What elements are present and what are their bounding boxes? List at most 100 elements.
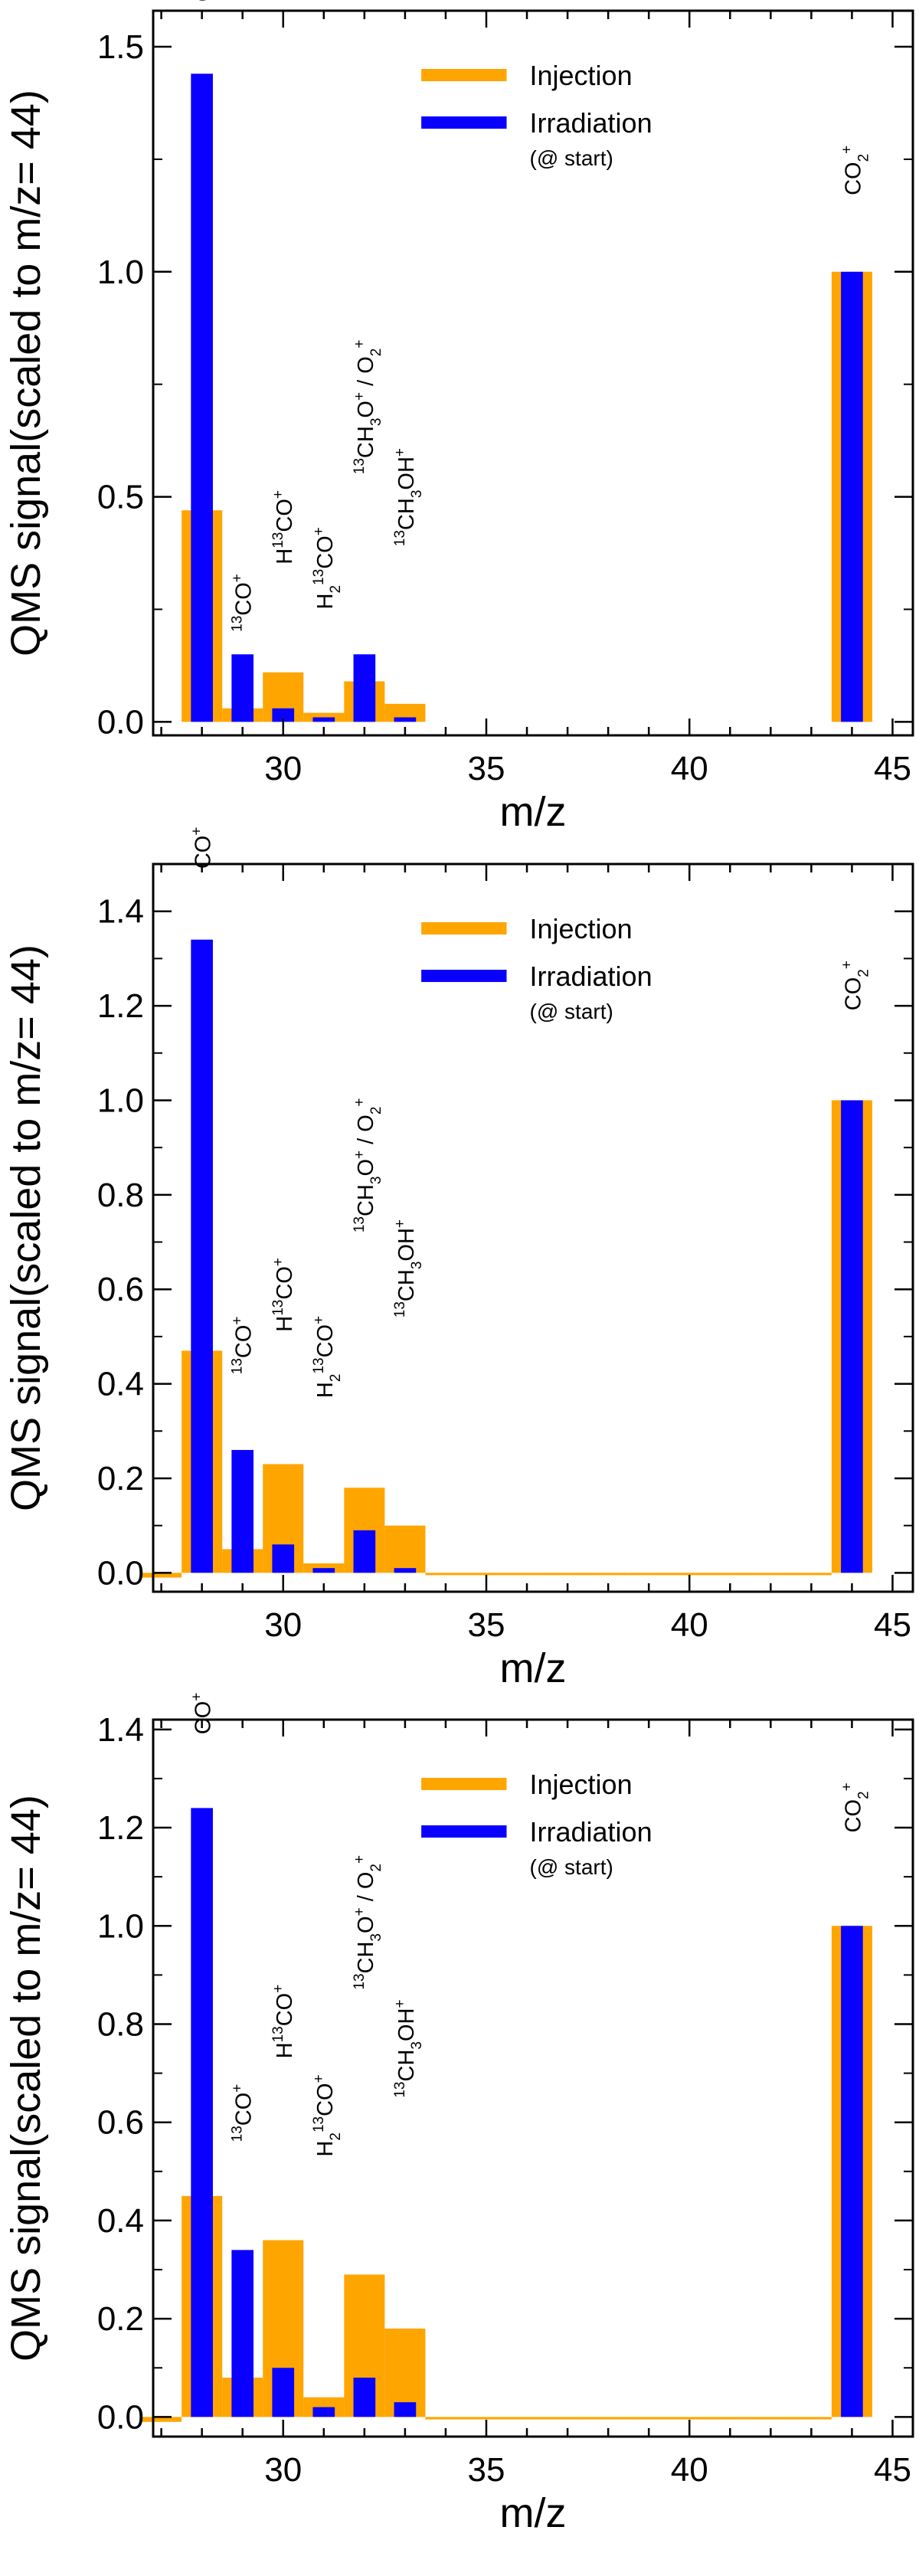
irradiation-bar-mz-32 <box>353 654 376 722</box>
y-axis-title: QMS signal(scaled to m/z= 44) <box>3 90 49 656</box>
species-label-mz-31: H213CO+ <box>311 527 344 609</box>
y-tick-label: 0.8 <box>97 2005 144 2043</box>
legend-irradiation-label: Irradiation <box>530 961 652 992</box>
irradiation-bar-mz-33 <box>394 2402 417 2417</box>
y-tick-label: 1.4 <box>97 1711 144 1749</box>
irradiation-bar-mz-28 <box>191 939 213 1573</box>
injection-bar-mz-39 <box>628 2417 669 2420</box>
x-tick-label: 45 <box>874 750 911 787</box>
axes-frame <box>152 1718 914 2438</box>
axes-frame <box>152 862 914 1593</box>
legend-irradiation-label: Irradiation <box>530 107 652 139</box>
species-label-mz-32: 13CH3O+ / O2+ <box>352 1855 384 1990</box>
injection-bar-mz-43 <box>790 1573 832 1576</box>
injection-bar-mz-40 <box>669 1573 710 1576</box>
y-tick-label: 0.0 <box>97 2398 144 2436</box>
species-label-mz-44: CO2+ <box>839 961 872 1010</box>
axes-frame <box>152 9 914 737</box>
irradiation-bar-mz-44 <box>841 1100 863 1573</box>
legend-note: (@ start) <box>530 1855 613 1879</box>
injection-bar-mz-31 <box>303 712 345 722</box>
irradiation-bar-mz-30 <box>272 1544 295 1573</box>
x-tick-label: 40 <box>671 2451 708 2489</box>
y-tick-label: 0.4 <box>97 1366 144 1403</box>
panel-2: 30 35 40 45 0.0 0.2 0.4 0.6 0.8 1.0 1.2 1.4 m/z QMS s… <box>3 827 914 1691</box>
species-label-mz-33: 13CH3OH+ <box>392 448 425 546</box>
species-label-mz-29: 13CO+ <box>230 1316 257 1374</box>
irradiation-bar-mz-31 <box>312 2407 335 2417</box>
irradiation-bar-mz-44 <box>841 1926 863 2417</box>
injection-bar-mz-41 <box>709 1573 751 1576</box>
x-tick-label: 45 <box>874 2451 911 2489</box>
y-tick-label: 0.8 <box>97 1177 144 1214</box>
y-tick-label: 1.2 <box>97 1809 144 1847</box>
injection-bar-mz-34 <box>425 2417 466 2420</box>
y-tick-label: 1.5 <box>97 28 144 66</box>
injection-bar-mz-36 <box>506 1573 548 1576</box>
injection-bar-mz-27 <box>141 2417 182 2422</box>
y-tick-label: 0.6 <box>97 1271 144 1308</box>
irradiation-bar-mz-33 <box>394 717 417 722</box>
y-tick-label: 0.0 <box>97 703 144 741</box>
irradiation-bar-mz-29 <box>231 2250 254 2417</box>
species-label-mz-28: CO+ <box>189 1693 216 1735</box>
injection-bar-mz-40 <box>669 2417 710 2420</box>
species-label-mz-29: 13CO+ <box>230 2084 257 2142</box>
species-label-mz-30: H13CO+ <box>270 1258 297 1332</box>
injection-bar-mz-37 <box>547 1573 588 1576</box>
y-tick-label: 0.4 <box>97 2202 144 2240</box>
species-label-mz-30: H13CO+ <box>270 490 297 565</box>
legend-note: (@ start) <box>530 146 613 170</box>
x-tick-label: 35 <box>468 1606 505 1644</box>
legend-irradiation-label: Irradiation <box>530 1816 652 1848</box>
y-tick-label: 0.5 <box>97 479 144 516</box>
species-label-mz-33: 13CH3OH+ <box>392 1999 425 2097</box>
irradiation-bar-mz-33 <box>394 1568 417 1573</box>
irradiation-bar-mz-28 <box>191 74 213 722</box>
x-axis-title: m/z <box>500 1645 567 1691</box>
injection-bar-mz-38 <box>587 1573 629 1576</box>
irradiation-bar-mz-29 <box>231 654 254 722</box>
irradiation-bar-mz-31 <box>312 717 335 722</box>
legend-injection-label: Injection <box>530 1769 633 1800</box>
y-tick-label: 1.4 <box>97 893 144 931</box>
irradiation-bar-mz-32 <box>353 1530 376 1573</box>
y-tick-label: 1.0 <box>97 1907 144 1945</box>
x-tick-label: 45 <box>874 1606 911 1644</box>
injection-bar-mz-37 <box>547 2417 588 2420</box>
y-axis-title: QMS signal(scaled to m/z= 44) <box>3 944 49 1511</box>
y-tick-label: 1.0 <box>97 254 144 291</box>
injection-bar-mz-36 <box>506 2417 548 2420</box>
irradiation-bar-mz-44 <box>841 271 863 722</box>
injection-bar-mz-41 <box>709 2417 751 2420</box>
species-label-mz-30: H13CO+ <box>270 1985 297 2059</box>
y-tick-label: 0.2 <box>97 1460 144 1497</box>
panel-1: 30 35 40 45 0.0 0.5 1.0 1.5 m/z QMS signal(scaled… <box>3 0 914 835</box>
injection-bar-mz-43 <box>790 2417 832 2420</box>
y-tick-label: 0.2 <box>97 2300 144 2338</box>
irradiation-bar-mz-28 <box>191 1808 213 2417</box>
species-label-mz-28: CO+ <box>189 827 216 869</box>
irradiation-bar-mz-29 <box>231 1449 254 1573</box>
x-axis-title: m/z <box>500 789 567 835</box>
x-axis-title: m/z <box>500 2490 567 2536</box>
species-label-mz-31: H213CO+ <box>311 2074 344 2156</box>
species-label-mz-31: H213CO+ <box>311 1316 344 1398</box>
irradiation-bar-mz-30 <box>272 2368 295 2417</box>
injection-bar-mz-27 <box>141 1573 182 1578</box>
irradiation-bar-mz-31 <box>312 1568 335 1573</box>
injection-bar-mz-35 <box>466 2417 507 2420</box>
species-label-mz-44: CO2+ <box>839 1782 872 1832</box>
injection-bar-mz-42 <box>750 1573 791 1576</box>
x-tick-label: 30 <box>264 1606 302 1644</box>
legend-injection-label: Injection <box>530 60 633 91</box>
legend-note: (@ start) <box>530 1000 613 1023</box>
x-tick-label: 35 <box>468 750 505 787</box>
species-label-mz-33: 13CH3OH+ <box>392 1219 425 1317</box>
y-axis-title: QMS signal(scaled to m/z= 44) <box>3 1795 49 2362</box>
y-tick-label: 1.0 <box>97 1082 144 1119</box>
species-label-mz-32: 13CH3O+ / O2+ <box>352 1098 384 1232</box>
x-tick-label: 35 <box>468 2451 505 2489</box>
species-label-mz-32: 13CH3O+ / O2+ <box>352 340 384 475</box>
